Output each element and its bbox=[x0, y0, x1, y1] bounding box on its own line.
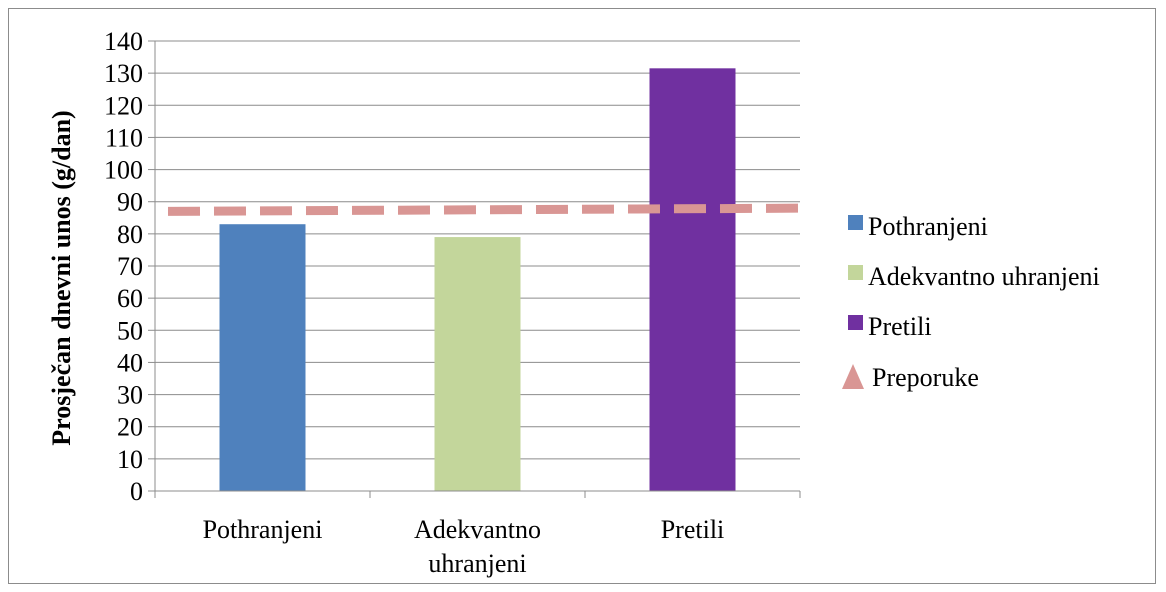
bar-adekvantno-uhranjeni bbox=[434, 237, 521, 491]
y-tick-label: 120 bbox=[104, 91, 143, 120]
x-category-label: Adekvantno bbox=[414, 515, 541, 544]
y-axis-ticks: 0 10 20 30 40 50 60 70 80 90 100 110 120 130 140 bbox=[104, 27, 143, 506]
y-tick-label: 30 bbox=[117, 381, 143, 410]
y-tick-label: 40 bbox=[117, 348, 143, 377]
legend-swatch bbox=[848, 215, 863, 230]
x-category-label: uhranjeni bbox=[428, 549, 526, 578]
x-category-label: Pretili bbox=[661, 515, 725, 544]
reference-line-preporuke bbox=[167, 203, 807, 216]
y-tick-label: 110 bbox=[105, 123, 143, 152]
legend-label: Adekvantno uhranjeni bbox=[868, 262, 1100, 291]
legend-swatch bbox=[848, 265, 863, 280]
y-tick-label: 10 bbox=[117, 445, 143, 474]
bar-pothranjeni bbox=[219, 224, 306, 491]
y-tick-label: 100 bbox=[104, 156, 143, 185]
legend-label: Pretili bbox=[868, 312, 932, 341]
y-tick-label: 90 bbox=[117, 188, 143, 217]
y-tick-label: 130 bbox=[104, 59, 143, 88]
y-tick-label: 80 bbox=[117, 220, 143, 249]
axes bbox=[154, 41, 801, 498]
reference-line bbox=[167, 203, 807, 216]
legend-label: Preporuke bbox=[872, 363, 979, 392]
x-category-label: Pothranjeni bbox=[203, 515, 323, 544]
legend-swatch-preporuke-icon bbox=[842, 364, 864, 389]
legend-label: Pothranjeni bbox=[868, 212, 988, 241]
y-tick-label: 0 bbox=[130, 477, 143, 506]
y-axis-label: Prosječan dnevni unos (g/dan) bbox=[47, 110, 76, 445]
legend-swatch bbox=[848, 315, 863, 330]
y-tick-label: 20 bbox=[117, 413, 143, 442]
bar-pretili bbox=[649, 68, 736, 492]
chart-frame bbox=[8, 8, 1156, 584]
y-tick-label: 70 bbox=[117, 252, 143, 281]
legend: Pothranjeni Adekvantno uhranjeni Pretili Pr… bbox=[842, 212, 1100, 392]
y-tick-label: 50 bbox=[117, 316, 143, 345]
x-axis-categories: Pothranjeni Adekvantno uhranjeni Pretili bbox=[203, 515, 725, 578]
y-tick-label: 60 bbox=[117, 284, 143, 313]
bars bbox=[219, 68, 736, 492]
y-tick-label: 140 bbox=[104, 27, 143, 56]
